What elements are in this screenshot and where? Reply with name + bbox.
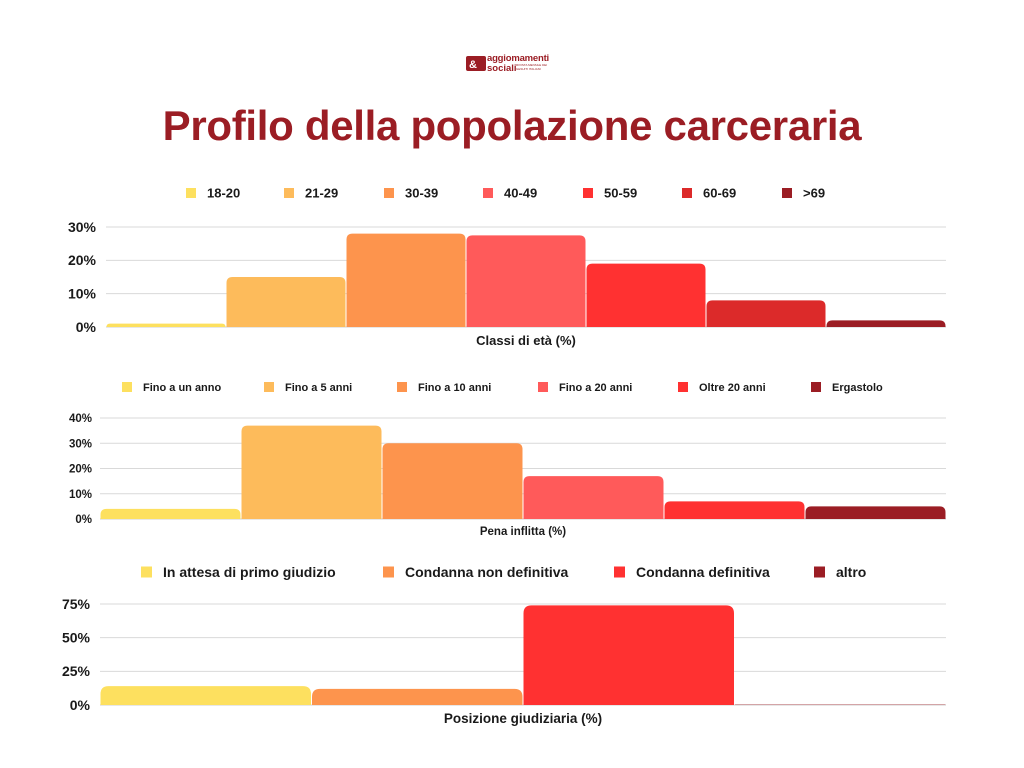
legend-swatch (483, 188, 493, 198)
y-tick-label: 10% (68, 286, 97, 302)
legend-label: >69 (803, 186, 825, 201)
y-tick-label: 0% (76, 319, 97, 335)
legend-swatch (682, 188, 692, 198)
bar (826, 320, 946, 327)
logo-tagline: RIVISTA MENSILE DEI GESUITI ITALIANI (516, 63, 548, 71)
judicial-status-chart: 0% 25% 50% 75% In attesa di primo giudizio Co… (62, 564, 946, 726)
legend-label: 40-49 (504, 186, 537, 201)
age-classes-chart: 0% 10% 20% 30% 18-20 21-29 30-39 40-49 50-59 60-6… (68, 186, 946, 348)
legend-swatch (141, 566, 152, 578)
legend-swatch (384, 188, 394, 198)
legend-swatch (538, 382, 548, 392)
legend-swatch (614, 566, 625, 578)
legend-label: 50-59 (604, 186, 637, 201)
y-tick-label: 75% (62, 596, 91, 612)
bar (466, 235, 586, 327)
legend-label: 30-39 (405, 186, 438, 201)
legend-label: Fino a un anno (143, 382, 221, 394)
legend-label: altro (836, 564, 866, 580)
y-tick-label: 0% (70, 697, 91, 713)
y-tick-label: 25% (62, 663, 91, 679)
bar (241, 425, 382, 519)
legend-swatch (186, 188, 196, 198)
y-tick-label: 20% (69, 464, 92, 476)
legend-label: Condanna definitiva (636, 564, 770, 580)
bar (706, 300, 826, 327)
x-axis-label: Classi di età (%) (476, 333, 576, 348)
legend-swatch (397, 382, 407, 392)
bar (100, 686, 311, 705)
bar (523, 476, 664, 519)
logo-mark-icon: & (466, 56, 486, 71)
legend-label: 18-20 (207, 186, 240, 201)
y-tick-label: 30% (68, 219, 97, 235)
bar (664, 501, 805, 519)
bar (106, 323, 226, 327)
bar (382, 443, 523, 519)
legend-swatch (782, 188, 792, 198)
y-tick-label: 20% (68, 252, 97, 268)
bar (312, 688, 523, 705)
logo-text-line2: sociali (487, 63, 517, 74)
legend-swatch (264, 382, 274, 392)
legend-swatch (383, 566, 394, 578)
svg-text:&: & (469, 59, 477, 71)
legend-swatch (583, 188, 593, 198)
legend-label: Condanna non definitiva (405, 564, 569, 580)
legend-label: Ergastolo (832, 382, 883, 394)
bar (805, 506, 946, 519)
bar (523, 605, 734, 705)
y-tick-label: 10% (69, 489, 92, 501)
bar (346, 233, 466, 327)
logo-text-line1: aggiomamenti (487, 53, 549, 64)
y-tick-label: 0% (75, 514, 92, 526)
sentence-length-chart: 0% 10% 20% 30% 40% Fino a un anno Fino a 5 ann… (69, 382, 946, 538)
legend-label: Oltre 20 anni (699, 382, 766, 394)
publisher-logo: & aggiomamenti sociali RIVISTA MENSILE D… (466, 53, 576, 74)
legend-swatch (678, 382, 688, 392)
legend-label: 60-69 (703, 186, 736, 201)
legend-label: Fino a 10 anni (418, 382, 491, 394)
y-tick-label: 40% (69, 413, 92, 425)
x-axis-label: Pena inflitta (%) (480, 526, 566, 538)
legend-swatch (284, 188, 294, 198)
page-title: Profilo della popolazione carceraria (162, 102, 862, 149)
y-tick-label: 50% (62, 630, 91, 646)
y-tick-label: 30% (69, 438, 92, 450)
bar (586, 263, 706, 327)
bar (226, 277, 346, 327)
legend-label: Fino a 5 anni (285, 382, 352, 394)
legend-swatch (122, 382, 132, 392)
legend-swatch (811, 382, 821, 392)
legend-label: In attesa di primo giudizio (163, 564, 336, 580)
legend-label: 21-29 (305, 186, 338, 201)
x-axis-label: Posizione giudiziaria (%) (444, 711, 602, 726)
legend-swatch (814, 566, 825, 578)
bar (100, 508, 241, 519)
legend-label: Fino a 20 anni (559, 382, 632, 394)
